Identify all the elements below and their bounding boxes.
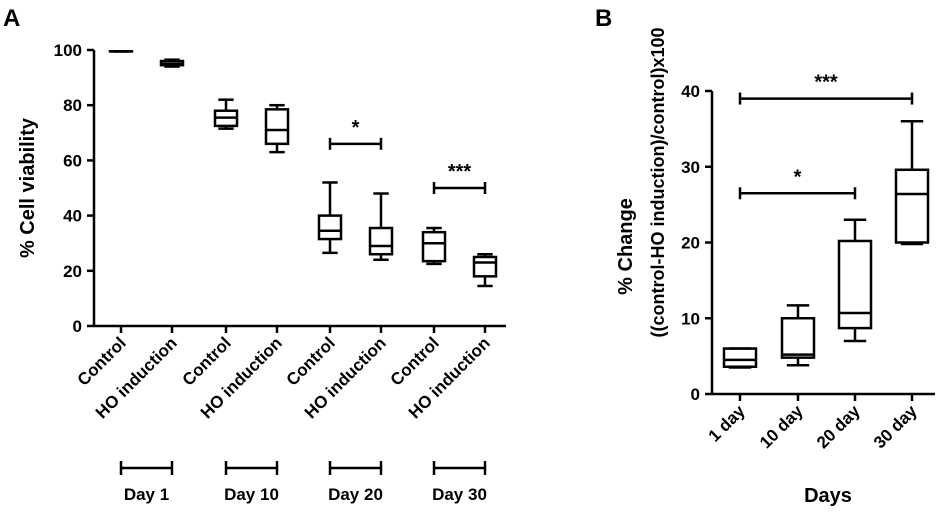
panel-a-box-5 bbox=[368, 226, 394, 256]
panel-b-y-tick-label-40: 40 bbox=[681, 82, 700, 101]
panel-a-group-label-3: Day 30 bbox=[432, 485, 487, 504]
panel-b-sig-label-0: *** bbox=[814, 72, 838, 94]
panel-a-sig-label-0: * bbox=[352, 117, 360, 139]
panel-b-y-axis-subtitle: ((control-HO induction)/control)x100 bbox=[648, 28, 668, 338]
panel-a-box-3 bbox=[264, 108, 290, 146]
panel-b-label: B bbox=[595, 5, 612, 32]
panel-b-box-3 bbox=[894, 168, 930, 244]
panel-b-y-tick-label-10: 10 bbox=[681, 309, 700, 328]
panel-a-y-tick-label-40: 40 bbox=[63, 207, 82, 226]
panel-b-chart: % Change ((control-HO induction)/control… bbox=[615, 28, 935, 507]
panel-b-y-tick-label-0: 0 bbox=[691, 385, 700, 404]
panel-b-box-2 bbox=[837, 239, 873, 330]
panel-a-y-tick-label-20: 20 bbox=[63, 262, 82, 281]
panel-a-y-tick-label-80: 80 bbox=[63, 96, 82, 115]
panel-a-box-7 bbox=[472, 255, 498, 278]
panel-a-group-label-0: Day 1 bbox=[124, 485, 169, 504]
panel-a-y-axis-title: % Cell viability bbox=[17, 117, 39, 258]
panel-a-box-6 bbox=[421, 230, 447, 263]
panel-a-label: A bbox=[3, 5, 20, 32]
panel-b-box-1 bbox=[780, 317, 816, 359]
panel-a-y-tick-label-60: 60 bbox=[63, 151, 82, 170]
panel-b-y-tick-label-30: 30 bbox=[681, 158, 700, 177]
panel-b-category-label-3: 30 day bbox=[870, 401, 921, 452]
panel-b-y-axis-title: % Change bbox=[615, 198, 637, 295]
panel-b-category-label-0: 1 day bbox=[705, 401, 750, 446]
panel-b-x-axis-title: Days bbox=[804, 485, 852, 507]
panel-b-y-tick-label-20: 20 bbox=[681, 234, 700, 253]
panel-a-y-tick-label-0: 0 bbox=[73, 317, 82, 336]
panel-b-category-label-2: 20 day bbox=[813, 401, 864, 452]
panel-b-sig-label-1: * bbox=[794, 166, 802, 188]
panel-a-y-tick-label-100: 100 bbox=[54, 41, 82, 60]
panel-b-category-label-1: 10 day bbox=[756, 401, 807, 452]
panel-a-box-4 bbox=[317, 214, 343, 241]
panel-a-group-label-1: Day 10 bbox=[224, 485, 279, 504]
panel-a-sig-label-1: *** bbox=[448, 161, 472, 183]
panel-b-box-0 bbox=[722, 347, 758, 368]
panel-a-group-label-2: Day 20 bbox=[328, 485, 383, 504]
